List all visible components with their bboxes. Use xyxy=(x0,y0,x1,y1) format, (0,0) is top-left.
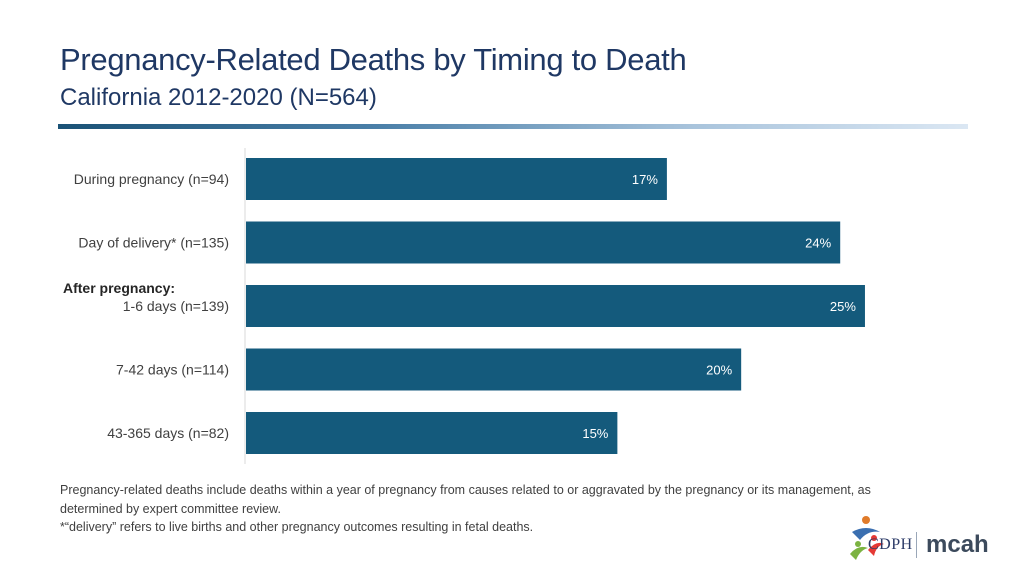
footnote-line-3: *“delivery” refers to live births and ot… xyxy=(60,520,534,534)
bar-1 xyxy=(246,158,667,200)
bar-chart: 17% During pregnancy (n=94) 24% Day of deli… xyxy=(63,148,865,464)
logo-cdph-text: CDPH xyxy=(868,536,913,553)
bar-3 xyxy=(246,285,865,327)
page-subtitle: California 2012-2020 (N=564) xyxy=(60,84,377,111)
category-label-3: 1-6 days (n=139) xyxy=(123,298,229,314)
group-label-after-pregnancy: After pregnancy: xyxy=(63,280,175,296)
title-divider xyxy=(58,124,968,129)
bar-5 xyxy=(246,412,618,454)
data-label-4: 20% xyxy=(706,363,732,378)
category-label-4: 7-42 days (n=114) xyxy=(116,362,229,378)
footnote-line-2: determined by expert committee review. xyxy=(60,501,281,516)
footnote-line-1: Pregnancy-related deaths include deaths … xyxy=(60,483,871,497)
bar-4 xyxy=(246,348,742,391)
data-label-5: 15% xyxy=(582,426,608,441)
category-label-1: During pregnancy (n=94) xyxy=(74,171,229,187)
cdph-mcah-logo: CDPH mcah xyxy=(846,514,989,562)
category-label-2: Day of delivery* (n=135) xyxy=(78,235,229,251)
family-figures-icon xyxy=(850,516,884,560)
footnote: Pregnancy-related deaths include deaths … xyxy=(60,481,960,537)
data-label-2: 24% xyxy=(805,236,831,251)
category-label-5: 43-365 days (n=82) xyxy=(107,425,229,441)
data-label-3: 25% xyxy=(830,299,856,314)
data-label-1: 17% xyxy=(632,172,658,187)
bar-2 xyxy=(246,221,841,264)
page-title: Pregnancy-Related Deaths by Timing to De… xyxy=(60,42,687,77)
logo-divider xyxy=(916,532,917,558)
logo-mcah-text: mcah xyxy=(926,531,989,558)
